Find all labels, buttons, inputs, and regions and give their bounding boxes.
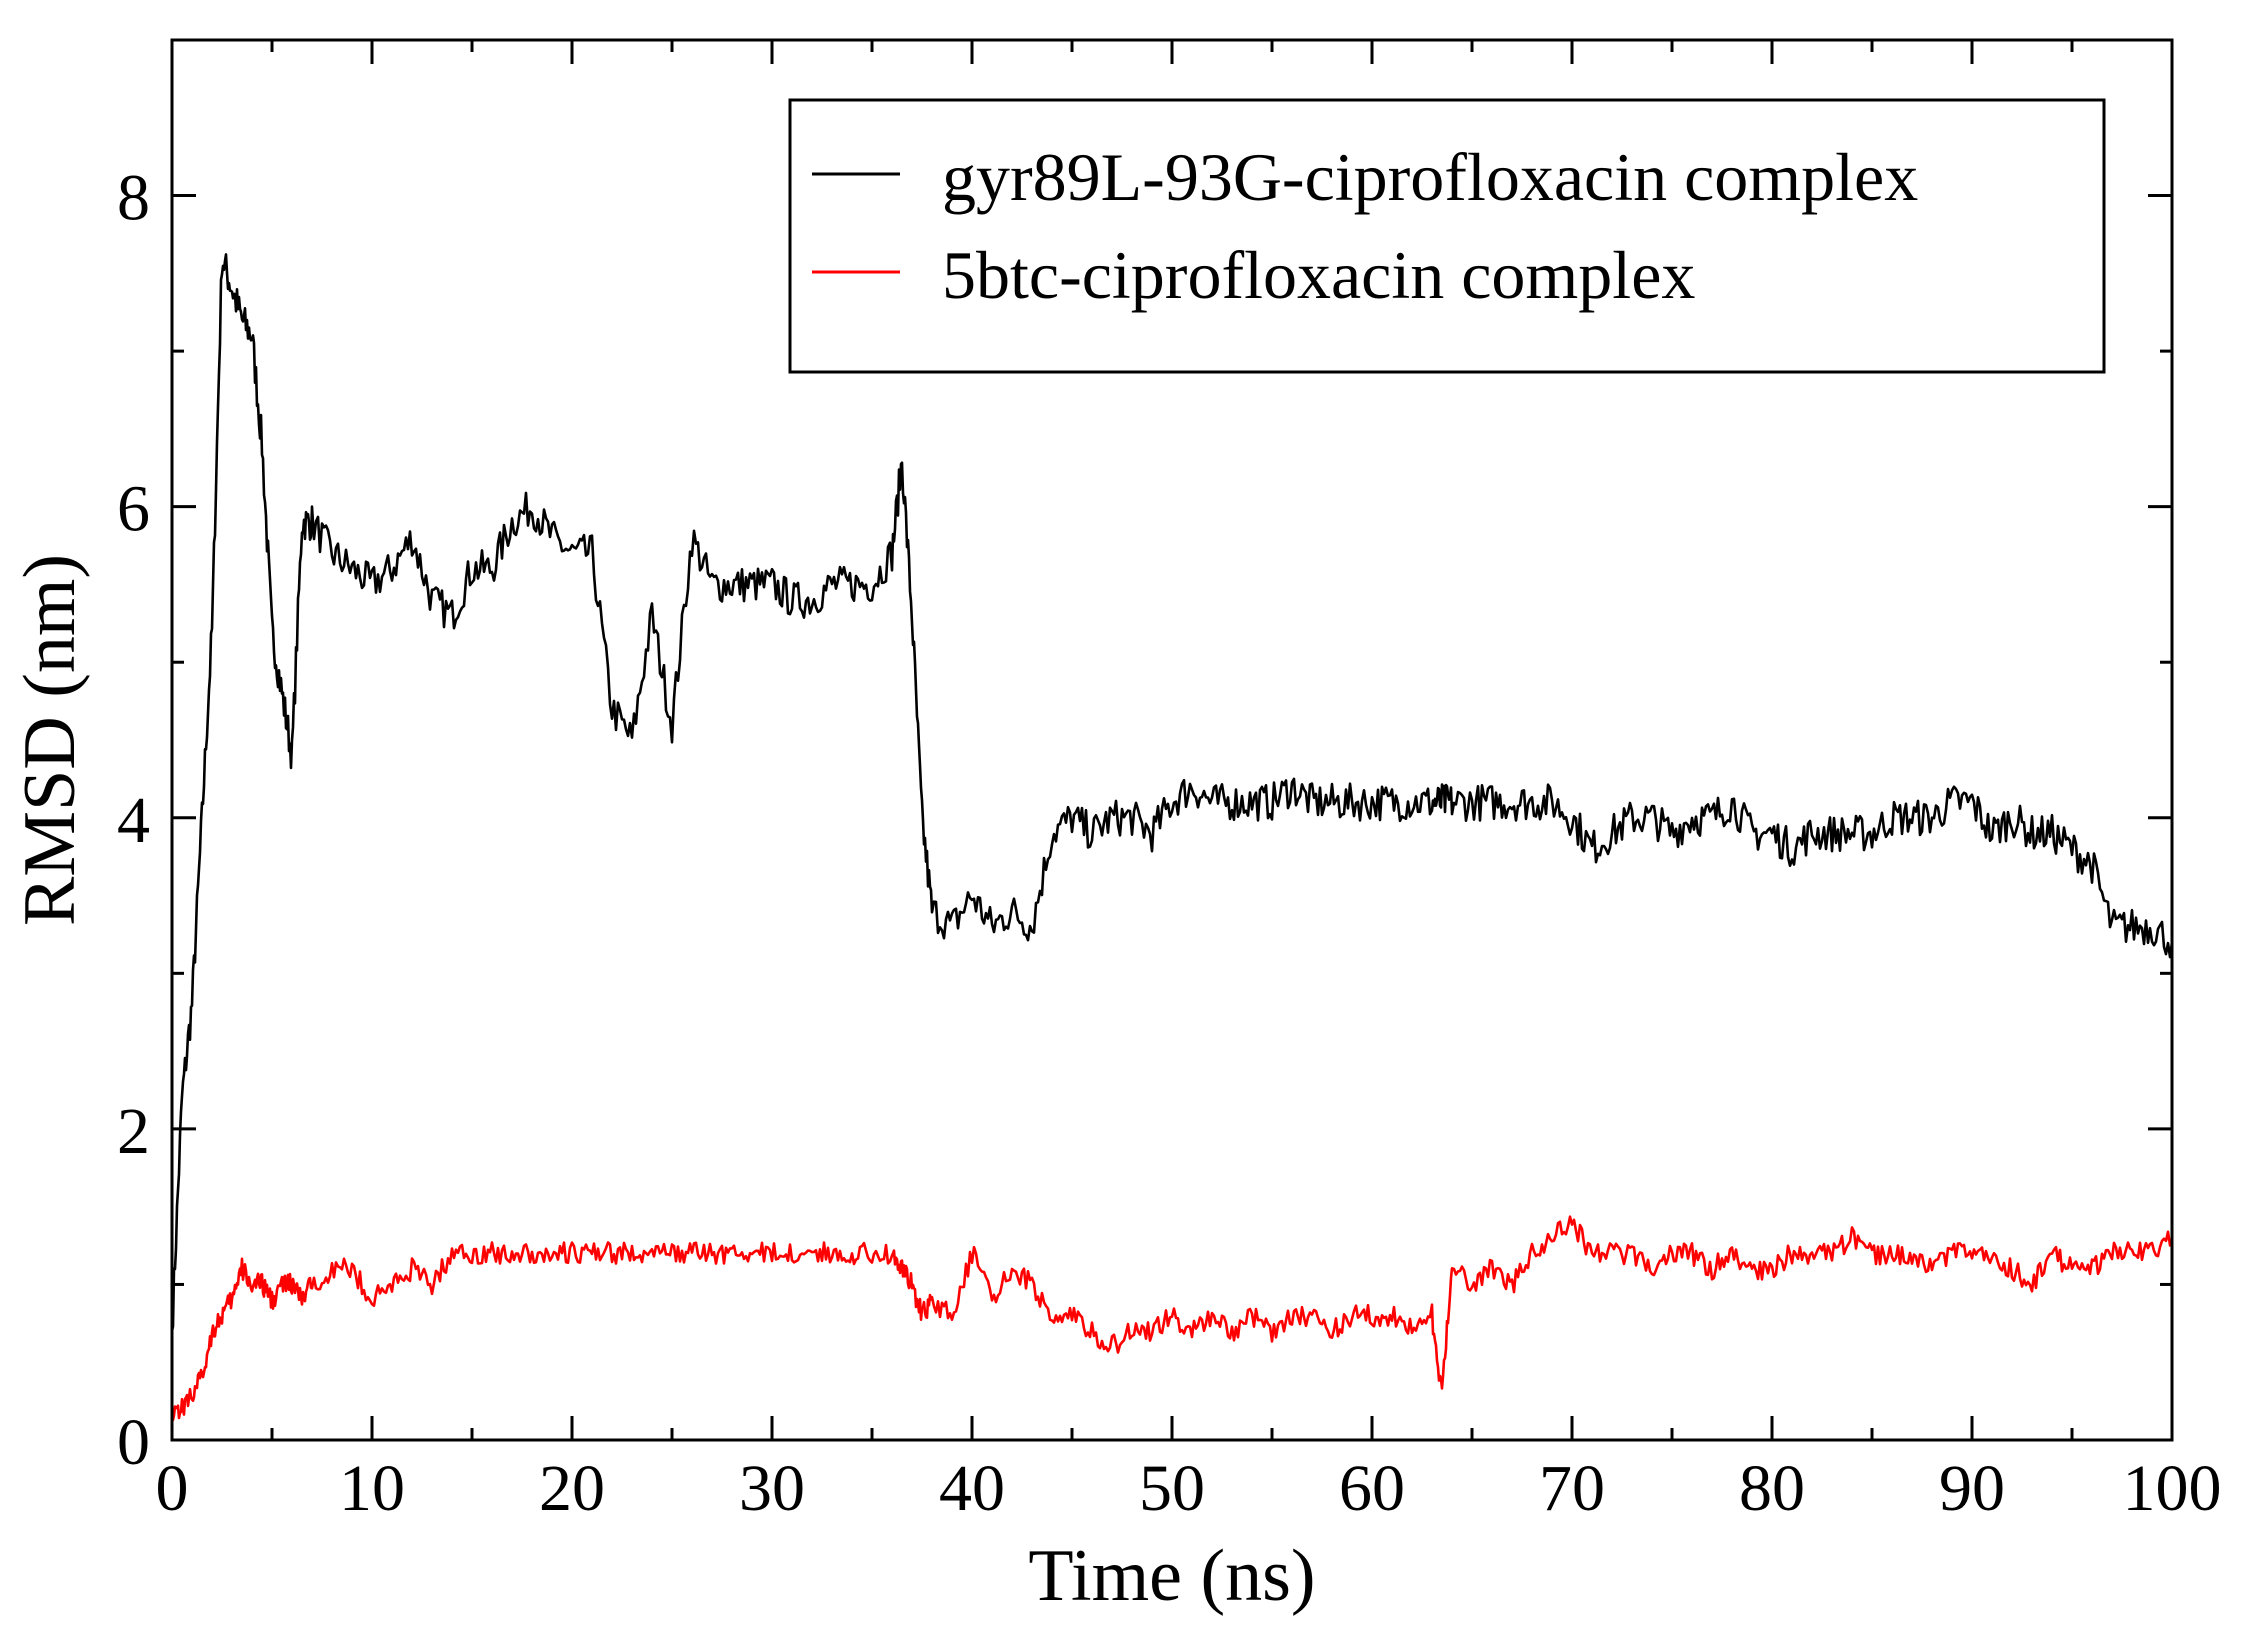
x-tick-label: 50 (1139, 1452, 1205, 1525)
x-tick-label: 60 (1339, 1452, 1405, 1525)
x-tick-label: 20 (539, 1452, 605, 1525)
ticks-layer: 0 10 20 30 40 50 60 70 80 90 100 0 2 4 6 8 (117, 40, 2222, 1525)
y-tick-label: 8 (117, 162, 150, 235)
y-tick-label: 6 (117, 473, 150, 546)
legend: gyr89L-93G-ciprofloxacin complex 5btc-cip… (788, 98, 2106, 374)
x-tick-label: 30 (739, 1452, 805, 1525)
x-tick-label: 90 (1939, 1452, 2005, 1525)
y-tick-label: 2 (117, 1095, 150, 1168)
x-tick-label: 0 (156, 1452, 189, 1525)
plot-frame (170, 38, 2174, 1442)
x-axis-label: Time (ns) (1028, 1535, 1315, 1617)
series-line-1 (170, 253, 2174, 1332)
x-tick-label: 10 (339, 1452, 405, 1525)
series-line-2 (170, 1215, 2174, 1422)
x-tick-label: 100 (2123, 1452, 2222, 1525)
x-tick-label: 70 (1539, 1452, 1605, 1525)
legend-label: gyr89L-93G-ciprofloxacin complex (942, 139, 1918, 215)
x-tick-label: 40 (939, 1452, 1005, 1525)
y-tick-label: 0 (117, 1406, 150, 1479)
series-layer (170, 253, 2174, 1422)
y-axis-label: RMSD (nm) (9, 554, 91, 926)
y-tick-label: 4 (117, 784, 150, 857)
legend-box (788, 98, 2106, 374)
x-tick-label: 80 (1739, 1452, 1805, 1525)
legend-label: 5btc-ciprofloxacin complex (942, 237, 1695, 313)
